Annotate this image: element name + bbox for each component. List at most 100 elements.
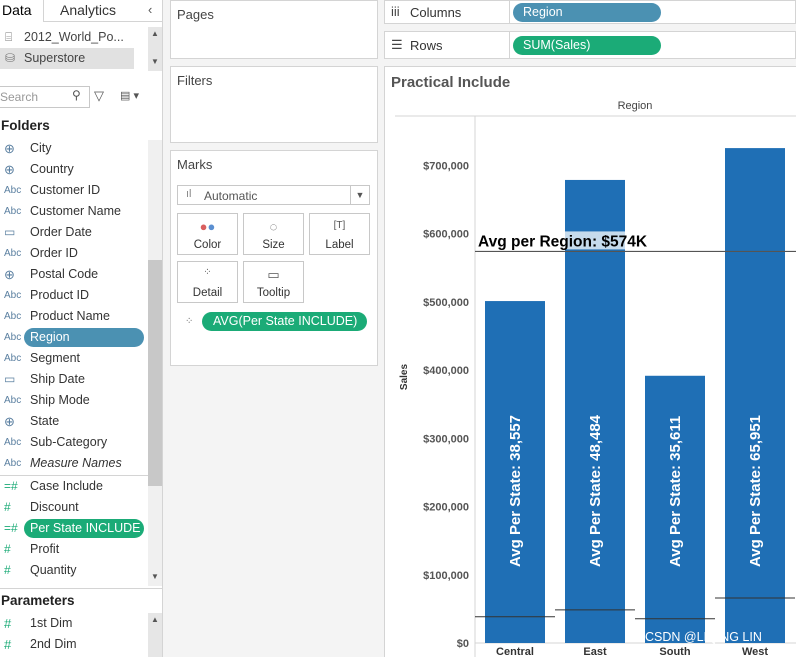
field-label: Ship Mode bbox=[30, 393, 90, 407]
columns-icon: iii bbox=[391, 4, 400, 19]
field-label: State bbox=[30, 414, 60, 428]
y-tick-label: $0 bbox=[457, 638, 469, 650]
field-measure-names[interactable]: Abc Measure Names bbox=[0, 453, 148, 474]
string-icon: Abc bbox=[4, 206, 22, 217]
sheet-title: Practical Include bbox=[391, 74, 511, 91]
columns-shelf[interactable]: iii Columns Region bbox=[384, 0, 796, 24]
field-customer-name[interactable]: Abc Customer Name bbox=[0, 201, 148, 222]
field-state[interactable]: ⊕ State bbox=[0, 411, 148, 432]
datasource-world-pop[interactable]: ⌸ 2012_World_Po... bbox=[0, 27, 148, 48]
x-tick-label: East bbox=[583, 646, 607, 657]
tab-analytics[interactable]: Analytics bbox=[60, 2, 117, 18]
view-options-icon[interactable]: ▤ ▾ bbox=[120, 90, 139, 102]
size-icon: ◌ bbox=[269, 219, 278, 234]
parameter-1st-dim[interactable]: # 1st Dim bbox=[0, 613, 148, 634]
datasource-scrollbar[interactable]: ▲ ▼ bbox=[148, 27, 162, 71]
datasource-label: Superstore bbox=[24, 51, 86, 65]
field-label-pill: Per State INCLUDE bbox=[24, 519, 144, 538]
rows-pill[interactable]: SUM(Sales) bbox=[513, 36, 661, 55]
calendar-icon: ▭ bbox=[4, 225, 16, 239]
field-profit[interactable]: # Profit bbox=[0, 539, 148, 560]
size-button[interactable]: ◌ Size bbox=[243, 213, 304, 255]
field-label: Customer ID bbox=[30, 183, 101, 197]
bar-data-label: Avg Per State: 65,951 bbox=[747, 415, 764, 567]
number-icon: # bbox=[4, 616, 12, 631]
search-icon[interactable]: ⚲ bbox=[72, 88, 81, 102]
field-ship-mode[interactable]: Abc Ship Mode bbox=[0, 390, 148, 411]
field-order-id[interactable]: Abc Order ID bbox=[0, 243, 148, 264]
tab-data[interactable]: Data bbox=[0, 0, 44, 22]
field-label: Postal Code bbox=[30, 267, 99, 281]
string-icon: Abc bbox=[4, 290, 22, 301]
field-case-include[interactable]: =# Case Include bbox=[0, 476, 148, 497]
string-icon: Abc bbox=[4, 311, 22, 322]
bar-data-label: Avg Per State: 48,484 bbox=[587, 414, 604, 567]
field-quantity[interactable]: # Quantity bbox=[0, 560, 148, 581]
viz-area[interactable]: Practical Include Region $0 $100,000 $200,0… bbox=[384, 66, 796, 657]
chevron-down-icon: ▼ bbox=[350, 186, 369, 204]
bar-data-label: Avg Per State: 35,611 bbox=[667, 416, 684, 567]
field-city[interactable]: ⊕ City bbox=[0, 138, 148, 159]
y-tick-label: $200,000 bbox=[423, 502, 469, 514]
mark-type-dropdown[interactable]: ıl Automatic ▼ bbox=[177, 185, 370, 205]
filter-icon[interactable]: ▽ bbox=[94, 88, 104, 103]
field-label: City bbox=[30, 141, 52, 155]
field-label: Customer Name bbox=[30, 204, 121, 218]
label-button[interactable]: [T] Label bbox=[309, 213, 370, 255]
field-product-id[interactable]: Abc Product ID bbox=[0, 285, 148, 306]
field-discount[interactable]: # Discount bbox=[0, 497, 148, 518]
x-tick-label: South bbox=[659, 646, 690, 657]
detail-button[interactable]: ⁘ Detail bbox=[177, 261, 238, 303]
field-order-date[interactable]: ▭ Order Date bbox=[0, 222, 148, 243]
rows-shelf[interactable]: ☰ Rows SUM(Sales) bbox=[384, 31, 796, 59]
database-icon: ⌸ bbox=[5, 30, 13, 44]
field-label: Product Name bbox=[30, 309, 110, 323]
field-region[interactable]: Abc Region bbox=[0, 327, 148, 348]
calculated-number-icon: =# bbox=[4, 521, 18, 535]
scroll-thumb[interactable] bbox=[148, 260, 162, 486]
field-postal-code[interactable]: ⊕ Postal Code bbox=[0, 264, 148, 285]
tooltip-icon: ▭ bbox=[267, 267, 280, 282]
number-icon: # bbox=[4, 542, 11, 556]
parameter-2nd-dim[interactable]: # 2nd Dim bbox=[0, 634, 148, 655]
globe-icon: ⊕ bbox=[4, 414, 15, 429]
reference-label-bg bbox=[476, 231, 654, 250]
color-button[interactable]: ●● Color bbox=[177, 213, 238, 255]
column-header: Region bbox=[618, 100, 653, 112]
field-sub-category[interactable]: Abc Sub-Category bbox=[0, 432, 148, 453]
pages-card[interactable]: Pages bbox=[170, 0, 378, 59]
search-field[interactable]: Search ⚲ bbox=[0, 86, 90, 108]
field-product-name[interactable]: Abc Product Name bbox=[0, 306, 148, 327]
collapse-pane-icon[interactable]: ‹ bbox=[148, 2, 153, 17]
field-label-pill: Region bbox=[24, 328, 144, 347]
columns-pill[interactable]: Region bbox=[513, 3, 661, 22]
watermark: CSDN @LIQING LIN bbox=[645, 630, 762, 644]
detail-icon: ⁘ bbox=[185, 316, 194, 327]
bar-chart-icon: ıl bbox=[186, 188, 192, 200]
field-country[interactable]: ⊕ Country bbox=[0, 159, 148, 180]
field-customer-id[interactable]: Abc Customer ID bbox=[0, 180, 148, 201]
bar bbox=[565, 179, 625, 644]
bar bbox=[645, 375, 705, 643]
columns-label: Columns bbox=[410, 5, 462, 20]
globe-icon: ⊕ bbox=[4, 162, 15, 177]
y-tick-label: $300,000 bbox=[423, 433, 469, 445]
tooltip-button[interactable]: ▭ Tooltip bbox=[243, 261, 304, 303]
globe-icon: ⊕ bbox=[4, 141, 15, 156]
field-ship-date[interactable]: ▭ Ship Date bbox=[0, 369, 148, 390]
filters-title: Filters bbox=[177, 73, 213, 88]
detail-pill[interactable]: AVG(Per State INCLUDE) bbox=[202, 312, 367, 331]
reference-line-label: Avg per Region: $574K bbox=[478, 233, 648, 250]
mark-type-value: Automatic bbox=[204, 189, 258, 203]
bar-chart[interactable]: Region $0 $100,000 $200,000 $300,000 $400,000… bbox=[385, 67, 796, 657]
marks-card: Marks ıl Automatic ▼ ●● Color ◌ Size [T]… bbox=[170, 150, 378, 366]
field-per-state-include[interactable]: =# Per State INCLUDE bbox=[0, 518, 148, 539]
field-segment[interactable]: Abc Segment bbox=[0, 348, 148, 369]
parameters-scrollbar[interactable]: ▲ bbox=[148, 613, 162, 657]
filters-card[interactable]: Filters bbox=[170, 66, 378, 143]
datasource-superstore[interactable]: ⛁ Superstore bbox=[0, 48, 134, 69]
fields-scrollbar[interactable]: ▼ bbox=[148, 140, 162, 586]
bar bbox=[485, 301, 545, 643]
bar bbox=[725, 148, 785, 643]
y-tick-label: $700,000 bbox=[423, 160, 469, 172]
